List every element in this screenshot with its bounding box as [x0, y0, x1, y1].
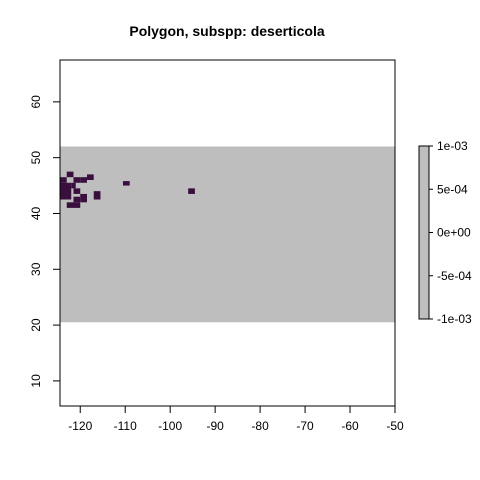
presence-cell [60, 177, 67, 183]
x-tick-label: -70 [296, 419, 314, 433]
y-tick-label: 10 [29, 374, 43, 388]
presence-cell [80, 177, 87, 183]
y-axis: 10 20 30 40 50 60 [29, 95, 61, 388]
presence-cell [188, 188, 195, 194]
y-tick-label: 50 [29, 151, 43, 165]
x-tick-label: -90 [206, 419, 224, 433]
presence-cell [66, 171, 74, 178]
x-tick-label: -110 [114, 419, 137, 433]
presence-cell [60, 182, 72, 200]
presence-cell [80, 193, 87, 203]
y-tick-label: 40 [29, 206, 43, 220]
x-tick-label: -60 [341, 419, 359, 433]
x-tick-label: -120 [68, 419, 92, 433]
presence-cell [73, 177, 81, 183]
x-tick-label: -50 [386, 419, 404, 433]
x-axis: -120 -110 -100 -90 -80 -70 -60 -50 [68, 405, 404, 433]
presence-cell [93, 191, 101, 200]
presence-cell [73, 188, 81, 194]
y-tick-label: 60 [29, 95, 43, 109]
legend-tick-label: 0e+00 [437, 226, 471, 240]
legend-colorbar [418, 145, 430, 320]
raster-background [60, 146, 395, 323]
presence-cell [66, 202, 81, 208]
presence-cell [122, 181, 130, 186]
y-tick-label: 20 [29, 318, 43, 332]
legend-tick-label: 5e-04 [437, 182, 468, 196]
x-tick-label: -100 [158, 419, 182, 433]
presence-cells [60, 171, 195, 208]
presence-cell [73, 196, 81, 203]
legend-tick-label: -1e-03 [437, 312, 472, 326]
plot-area [59, 59, 396, 407]
color-legend: 1e-03 5e-04 0e+00 -5e-04 -1e-03 [418, 139, 472, 326]
presence-cell [86, 174, 94, 180]
chart-title: Polygon, subspp: deserticola [129, 23, 324, 39]
y-tick-label: 30 [29, 262, 43, 276]
x-tick-label: -80 [251, 419, 269, 433]
presence-cell [71, 182, 76, 189]
legend-tick-label: -5e-04 [437, 269, 472, 283]
legend-tick-label: 1e-03 [437, 139, 468, 153]
